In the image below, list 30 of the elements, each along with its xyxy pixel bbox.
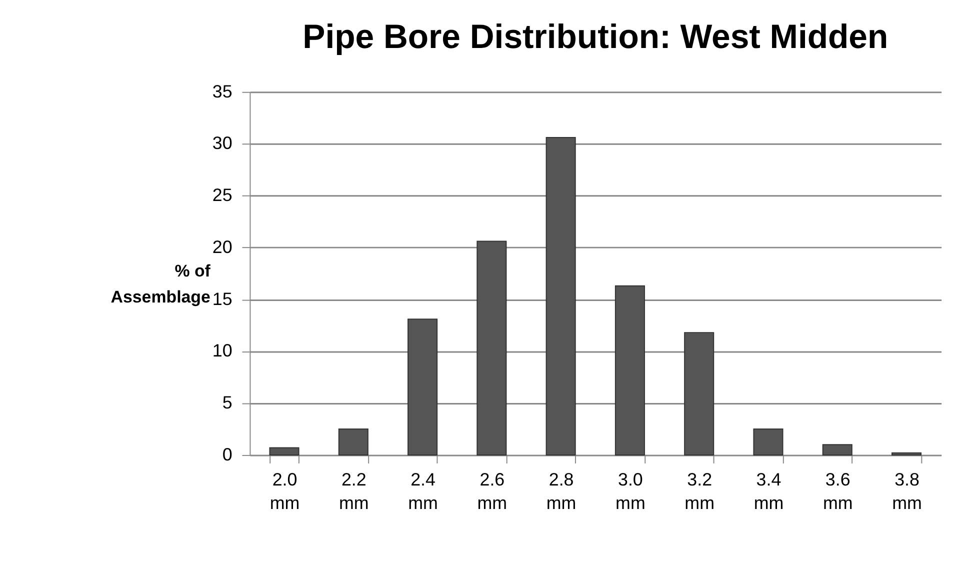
bar (269, 447, 300, 456)
x-tick-label: 3.8 mm (892, 469, 922, 514)
x-tick-label: 2.4 mm (408, 469, 438, 514)
y-tick-label: 0 (222, 444, 232, 464)
bar (546, 137, 576, 456)
y-tick-label: 15 (212, 288, 232, 309)
bar (684, 332, 714, 456)
x-tick-label: 2.2 mm (338, 469, 369, 514)
y-tick-label: 25 (212, 185, 232, 206)
chart-title: Pipe Bore Distribution: West Midden (302, 18, 888, 56)
bar (408, 318, 438, 456)
x-tick-label: 3.2 mm (684, 469, 714, 514)
y-tick-label: 35 (212, 81, 232, 102)
bar (822, 444, 852, 456)
x-tick-label: 3.6 mm (822, 469, 853, 514)
x-tick-label: 2.8 mm (546, 469, 576, 514)
bar (338, 428, 368, 456)
x-tick-label: 2.0 mm (270, 469, 300, 514)
x-tick-label: 3.4 mm (754, 469, 784, 514)
bar (614, 285, 645, 456)
y-axis-title: % of Assemblage (110, 261, 211, 306)
x-tick-label: 3.0 mm (616, 469, 646, 514)
x-tick-label: 2.6 mm (477, 469, 508, 514)
bar (891, 452, 922, 456)
y-tick-label: 5 (222, 392, 232, 413)
bar (476, 240, 507, 456)
y-tick-label: 20 (212, 236, 232, 257)
y-tick-label: 10 (212, 340, 232, 361)
bar (753, 428, 784, 456)
y-tick-label: 30 (212, 133, 232, 154)
